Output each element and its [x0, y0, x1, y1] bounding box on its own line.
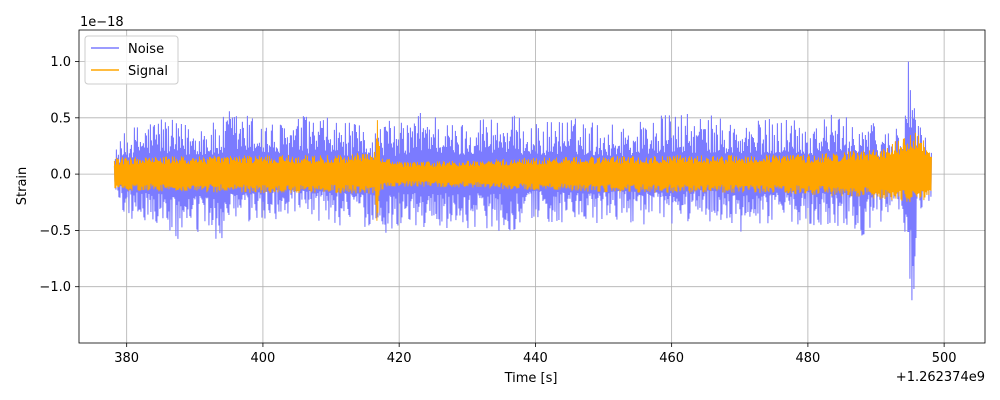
x-tick-label: 500 [932, 351, 957, 366]
x-tick-label: 420 [387, 351, 412, 366]
x-tick-label: 380 [114, 351, 139, 366]
legend-signal-label: Signal [128, 64, 168, 79]
y-tick-label: −1.0 [39, 280, 71, 295]
plot-frame [78, 29, 986, 344]
x-offset-label: +1.262374e9 [896, 370, 985, 385]
y-tick-label: 0.0 [50, 168, 71, 183]
legend-noise-label: Noise [128, 42, 164, 57]
x-tick-label: 460 [659, 351, 684, 366]
series-layer [113, 61, 932, 301]
y-tick-label: −0.5 [39, 224, 71, 239]
y-axis-label: Strain [15, 167, 30, 206]
legend: Noise Signal [84, 35, 179, 85]
x-axis-label: Time [s] [504, 371, 558, 386]
y-tick-label: 1.0 [50, 55, 71, 70]
signal-series-line [113, 120, 932, 221]
x-tick-label: 480 [795, 351, 820, 366]
x-tick-label: 400 [251, 351, 276, 366]
y-tick-label: 0.5 [50, 111, 71, 126]
x-tick-label: 440 [523, 351, 548, 366]
ticks: 380 400 420 440 460 480 500 −1.0 −0.5 0.0 0.5 1.0 [39, 55, 956, 366]
y-scale-label: 1e−18 [80, 15, 124, 30]
